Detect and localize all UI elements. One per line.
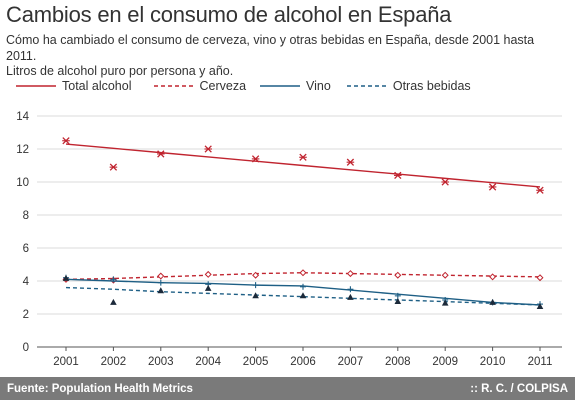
point-cerveza-2003 [157, 272, 165, 280]
point-otras-bebidas-2002 [110, 298, 117, 305]
subtitle-line-1: Cómo ha cambiado el consumo de cerveza, … [6, 33, 535, 63]
chart-title: Cambios en el consumo de alcohol en Espa… [6, 2, 452, 27]
source-note: Fuente: Population Health Metrics [7, 382, 193, 395]
subtitle-line-2: Litros de alcohol puro por persona y año… [6, 64, 234, 78]
point-vino-2006 [300, 283, 306, 290]
x-tick-label-2006: 2006 [290, 356, 316, 368]
point-total-alcohol-2007 [346, 158, 355, 166]
legend-swatch-cerveza [153, 85, 194, 87]
y-tick-label-14: 14 [16, 111, 29, 123]
series-total-alcohol [62, 137, 544, 194]
x-tick-label-2002: 2002 [101, 356, 127, 368]
legend-item-cerveza: Cerveza [153, 79, 247, 93]
trend-line-vino [65, 278, 541, 306]
legend-label-vino: Vino [306, 79, 331, 93]
legend-swatch-vino [260, 85, 301, 87]
y-tick-label-8: 8 [23, 210, 29, 222]
point-otras-bebidas-2006 [299, 292, 307, 299]
x-tick-label-2004: 2004 [195, 356, 221, 368]
point-cerveza-2004 [204, 270, 212, 278]
y-tick-label-0: 0 [23, 342, 29, 354]
credit-note: :: R. C. / COLPISA [470, 382, 568, 395]
series-cerveza [62, 269, 544, 284]
point-vino-2007 [347, 286, 354, 293]
series-otras-bebidas [62, 274, 544, 309]
footer-bar: Fuente: Population Health Metrics :: R. … [0, 377, 575, 400]
legend-item-vino: Vino [260, 79, 331, 93]
point-otras-bebidas-2008 [394, 298, 402, 305]
point-vino-2008 [394, 292, 401, 299]
x-tick-label-2007: 2007 [338, 356, 364, 368]
point-vino-2005 [252, 282, 259, 289]
x-tick-label-2011: 2011 [528, 356, 553, 368]
legend-label-otras-bebidas: Otras bebidas [392, 79, 471, 93]
point-total-alcohol-2011 [536, 186, 544, 194]
chart-plot: 0 2 4 6 8 10 12 14 2001 2002 2003 2004 2005 2006 2007 2… [16, 111, 562, 368]
x-tick-label-2003: 2003 [148, 356, 174, 368]
y-tick-label-6: 6 [23, 243, 29, 255]
point-cerveza-2011 [536, 274, 544, 282]
legend-item-total-alcohol: Total alcohol [16, 79, 132, 93]
point-vino-2003 [157, 279, 164, 286]
point-otras-bebidas-2005 [252, 292, 259, 299]
legend-item-otras-bebidas: Otras bebidas [346, 79, 471, 93]
point-cerveza-2008 [394, 271, 402, 279]
x-tick-label-2001: 2001 [53, 356, 79, 368]
x-tick-label-2008: 2008 [385, 356, 411, 368]
point-otras-bebidas-2011 [536, 302, 544, 309]
point-total-alcohol-2008 [394, 171, 402, 180]
point-cerveza-2005 [252, 271, 260, 279]
point-otras-bebidas-2009 [441, 299, 449, 306]
trend-line-otras-bebidas [65, 286, 541, 306]
x-tick-label-2010: 2010 [480, 356, 506, 368]
y-tick-label-12: 12 [16, 144, 29, 156]
point-total-alcohol-2003 [157, 150, 165, 158]
point-otras-bebidas-2004 [204, 284, 212, 291]
x-tick-label-2009: 2009 [432, 356, 458, 368]
legend-swatch-otras-bebidas [346, 85, 387, 87]
point-total-alcohol-2005 [251, 155, 260, 163]
chart-subtitle: Cómo ha cambiado el consumo de cerveza, … [6, 33, 566, 80]
point-otras-bebidas-2003 [157, 287, 165, 294]
x-tick-label-2005: 2005 [243, 356, 269, 368]
point-otras-bebidas-2007 [347, 293, 354, 300]
y-tick-label-2: 2 [23, 309, 29, 321]
legend-swatch-total-alcohol [16, 85, 56, 87]
point-cerveza-2006 [299, 269, 307, 277]
y-tick-label-4: 4 [23, 276, 30, 288]
point-total-alcohol-2006 [299, 153, 307, 161]
point-vino-2002 [110, 276, 117, 283]
point-cerveza-2010 [489, 273, 497, 281]
point-cerveza-2007 [346, 270, 354, 278]
chart-legend: Total alcohol Cerveza Vino Otras bebidas [16, 77, 483, 95]
legend-label-total-alcohol: Total alcohol [62, 79, 132, 93]
point-otras-bebidas-2010 [489, 298, 496, 305]
point-total-alcohol-2009 [441, 178, 449, 186]
point-total-alcohol-2002 [109, 163, 118, 171]
point-total-alcohol-2001 [62, 137, 70, 145]
point-total-alcohol-2010 [488, 183, 497, 191]
legend-label-cerveza: Cerveza [199, 79, 247, 93]
y-tick-label-10: 10 [16, 177, 29, 189]
trend-line-cerveza [65, 272, 541, 281]
point-cerveza-2009 [441, 271, 449, 279]
point-otras-bebidas-2001 [62, 274, 70, 281]
series-vino [63, 274, 543, 308]
point-total-alcohol-2004 [204, 145, 212, 153]
trend-line-total-alcohol [65, 143, 541, 188]
